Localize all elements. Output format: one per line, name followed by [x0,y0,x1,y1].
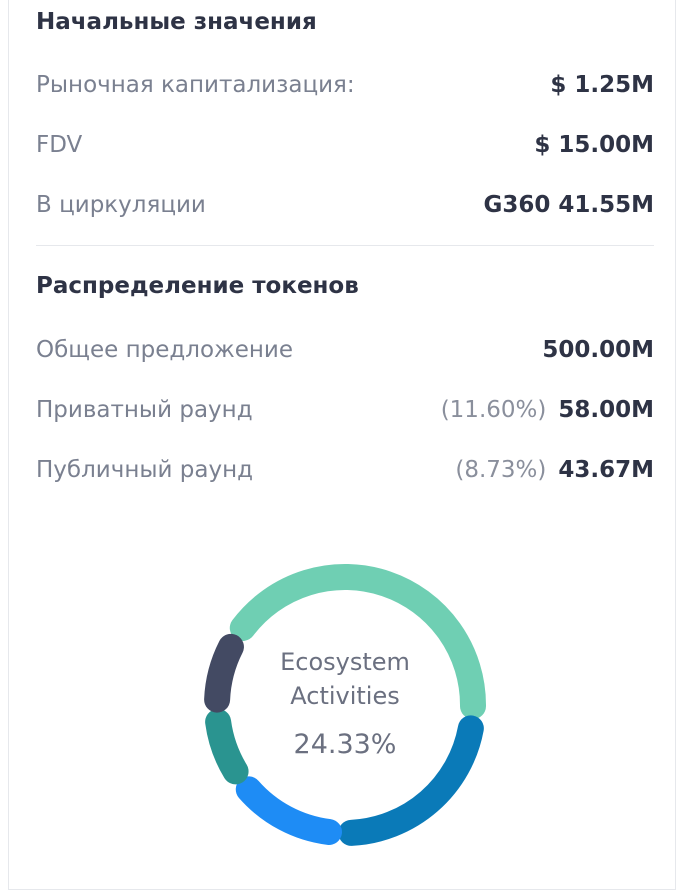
donut-segment [205,708,249,785]
center-label: Ecosystem [280,648,410,676]
row-value: $ 15.00M [534,132,654,158]
donut-segment [204,633,244,713]
info-row: FDV $ 15.00M [36,128,654,162]
row-label: В циркуляции [36,192,206,218]
donut-segment [235,776,342,845]
info-row: Публичный раунд (8.73%) 43.67M [36,453,654,487]
row-share: (11.60%) [440,397,547,423]
row-label: Рыночная капитализация: [36,72,355,98]
info-row: Приватный раунд (11.60%) 58.00M [36,393,654,427]
row-value: 500.00M [542,337,654,363]
section-title: Начальные значения [36,9,317,35]
row-label: FDV [36,132,83,158]
center-label: Activities [290,682,400,710]
row-label: Публичный раунд [36,457,254,483]
info-row: В циркуляции G360 41.55M [36,188,654,222]
row-share: (8.73%) [455,457,547,483]
info-row: Рыночная капитализация: $ 1.25M [36,68,654,102]
row-label: Общее предложение [36,337,294,363]
row-value: 58.00M [558,397,654,423]
donut-segment [229,564,486,720]
row-label: Приватный раунд [36,397,253,423]
divider [36,245,654,246]
section-title: Распределение токенов [36,273,359,299]
row-value: 43.67M [558,457,654,483]
donut-segment [338,715,484,846]
center-value: 24.33% [294,729,397,760]
row-value: G360 41.55M [483,192,654,218]
info-row: Общее предложение 500.00M [36,333,654,367]
row-value: $ 1.25M [550,72,654,98]
